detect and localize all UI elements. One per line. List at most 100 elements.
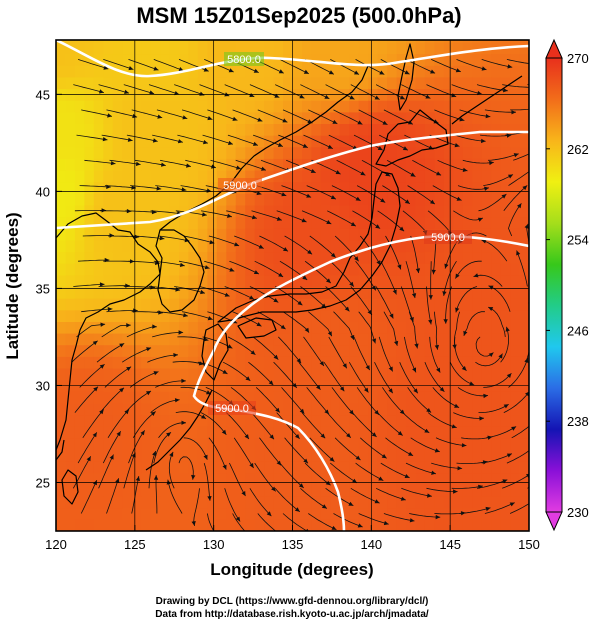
field-cell bbox=[387, 158, 398, 171]
field-cell bbox=[330, 472, 341, 485]
field-cell bbox=[472, 274, 483, 287]
streamline bbox=[177, 336, 209, 341]
streamline-arrowhead bbox=[146, 347, 152, 352]
field-cell bbox=[424, 251, 435, 264]
field-cell bbox=[56, 484, 67, 497]
field-cell bbox=[510, 65, 521, 78]
streamline bbox=[210, 159, 242, 170]
field-cell bbox=[510, 309, 521, 322]
field-cell bbox=[188, 333, 199, 346]
field-cell bbox=[443, 216, 454, 229]
field-cell bbox=[56, 414, 67, 427]
field-cell bbox=[368, 391, 379, 404]
field-cell bbox=[339, 181, 350, 194]
streamline-arrowhead bbox=[457, 466, 463, 471]
field-cell bbox=[396, 437, 407, 450]
field-cell bbox=[462, 519, 473, 531]
field-cell bbox=[292, 193, 303, 206]
field-cell bbox=[264, 496, 275, 509]
field-cell bbox=[500, 228, 511, 241]
field-cell bbox=[273, 41, 284, 55]
streamline-arrowhead bbox=[244, 434, 249, 439]
field-cell bbox=[396, 472, 407, 485]
field-cell bbox=[472, 123, 483, 136]
streamline bbox=[152, 134, 183, 143]
field-cell bbox=[339, 496, 350, 509]
field-cell bbox=[443, 205, 454, 218]
field-cell bbox=[311, 53, 322, 66]
field-cell bbox=[462, 193, 473, 206]
field-cell bbox=[481, 286, 492, 299]
streamline-arrowhead bbox=[100, 322, 106, 327]
streamline bbox=[336, 159, 366, 176]
field-cell bbox=[443, 40, 454, 43]
field-cell bbox=[112, 216, 123, 229]
field-cell bbox=[93, 251, 104, 264]
field-cell bbox=[387, 205, 398, 218]
field-cell bbox=[415, 263, 426, 276]
field-cell bbox=[273, 274, 284, 287]
streamline-arrowhead bbox=[436, 171, 442, 176]
streamline-arrowhead bbox=[371, 285, 376, 291]
field-cell bbox=[292, 251, 303, 264]
field-cell bbox=[292, 437, 303, 450]
streamline bbox=[193, 488, 200, 526]
field-cell bbox=[169, 76, 180, 90]
field-cell bbox=[349, 356, 360, 369]
field-cell bbox=[197, 484, 208, 497]
field-cell bbox=[188, 53, 199, 66]
field-cell bbox=[283, 356, 294, 369]
field-cell bbox=[283, 298, 294, 311]
field-cell bbox=[93, 100, 104, 113]
field-cell bbox=[216, 391, 227, 404]
field-cell bbox=[273, 76, 284, 90]
field-cell bbox=[500, 123, 511, 136]
field-cell bbox=[65, 321, 76, 334]
field-cell bbox=[519, 402, 529, 416]
streamline-arrowhead bbox=[411, 293, 417, 298]
streamline bbox=[254, 462, 277, 492]
field-cell bbox=[74, 437, 85, 450]
field-cell bbox=[235, 298, 246, 311]
streamline bbox=[181, 109, 213, 120]
field-cell bbox=[112, 461, 123, 474]
field-cell bbox=[112, 146, 123, 159]
streamline-arrowhead bbox=[181, 420, 186, 425]
streamline-arrowhead bbox=[253, 141, 258, 146]
field-cell bbox=[65, 344, 76, 357]
field-cell bbox=[406, 519, 417, 531]
field-cell bbox=[368, 263, 379, 276]
field-cell bbox=[302, 146, 313, 159]
streamline-arrowhead bbox=[455, 273, 460, 279]
field-cell bbox=[292, 391, 303, 404]
streamline bbox=[156, 109, 188, 119]
field-cell bbox=[510, 496, 521, 509]
field-cell bbox=[169, 356, 180, 369]
field-cell bbox=[481, 356, 492, 369]
streamline bbox=[330, 59, 360, 75]
streamline-arrowhead bbox=[245, 376, 251, 381]
field-cell bbox=[519, 333, 529, 346]
field-cell bbox=[74, 40, 85, 43]
field-cell bbox=[103, 76, 114, 90]
field-cell bbox=[131, 484, 142, 497]
field-cell bbox=[84, 123, 95, 136]
streamline-arrowhead bbox=[310, 169, 316, 173]
field-cell bbox=[56, 496, 67, 509]
field-cell bbox=[169, 239, 180, 253]
field-cell bbox=[396, 216, 407, 229]
field-cell bbox=[387, 496, 398, 509]
field-cell bbox=[330, 519, 341, 531]
field-cell bbox=[235, 205, 246, 218]
field-cell bbox=[56, 519, 67, 531]
streamline bbox=[451, 84, 483, 95]
streamline bbox=[409, 513, 441, 518]
field-cell bbox=[112, 414, 123, 427]
field-cell bbox=[406, 472, 417, 485]
field-cell bbox=[93, 437, 104, 450]
field-cell bbox=[112, 368, 123, 381]
streamline bbox=[506, 450, 529, 464]
field-cell bbox=[424, 274, 435, 287]
field-cell bbox=[93, 356, 104, 369]
field-cell bbox=[131, 40, 142, 43]
